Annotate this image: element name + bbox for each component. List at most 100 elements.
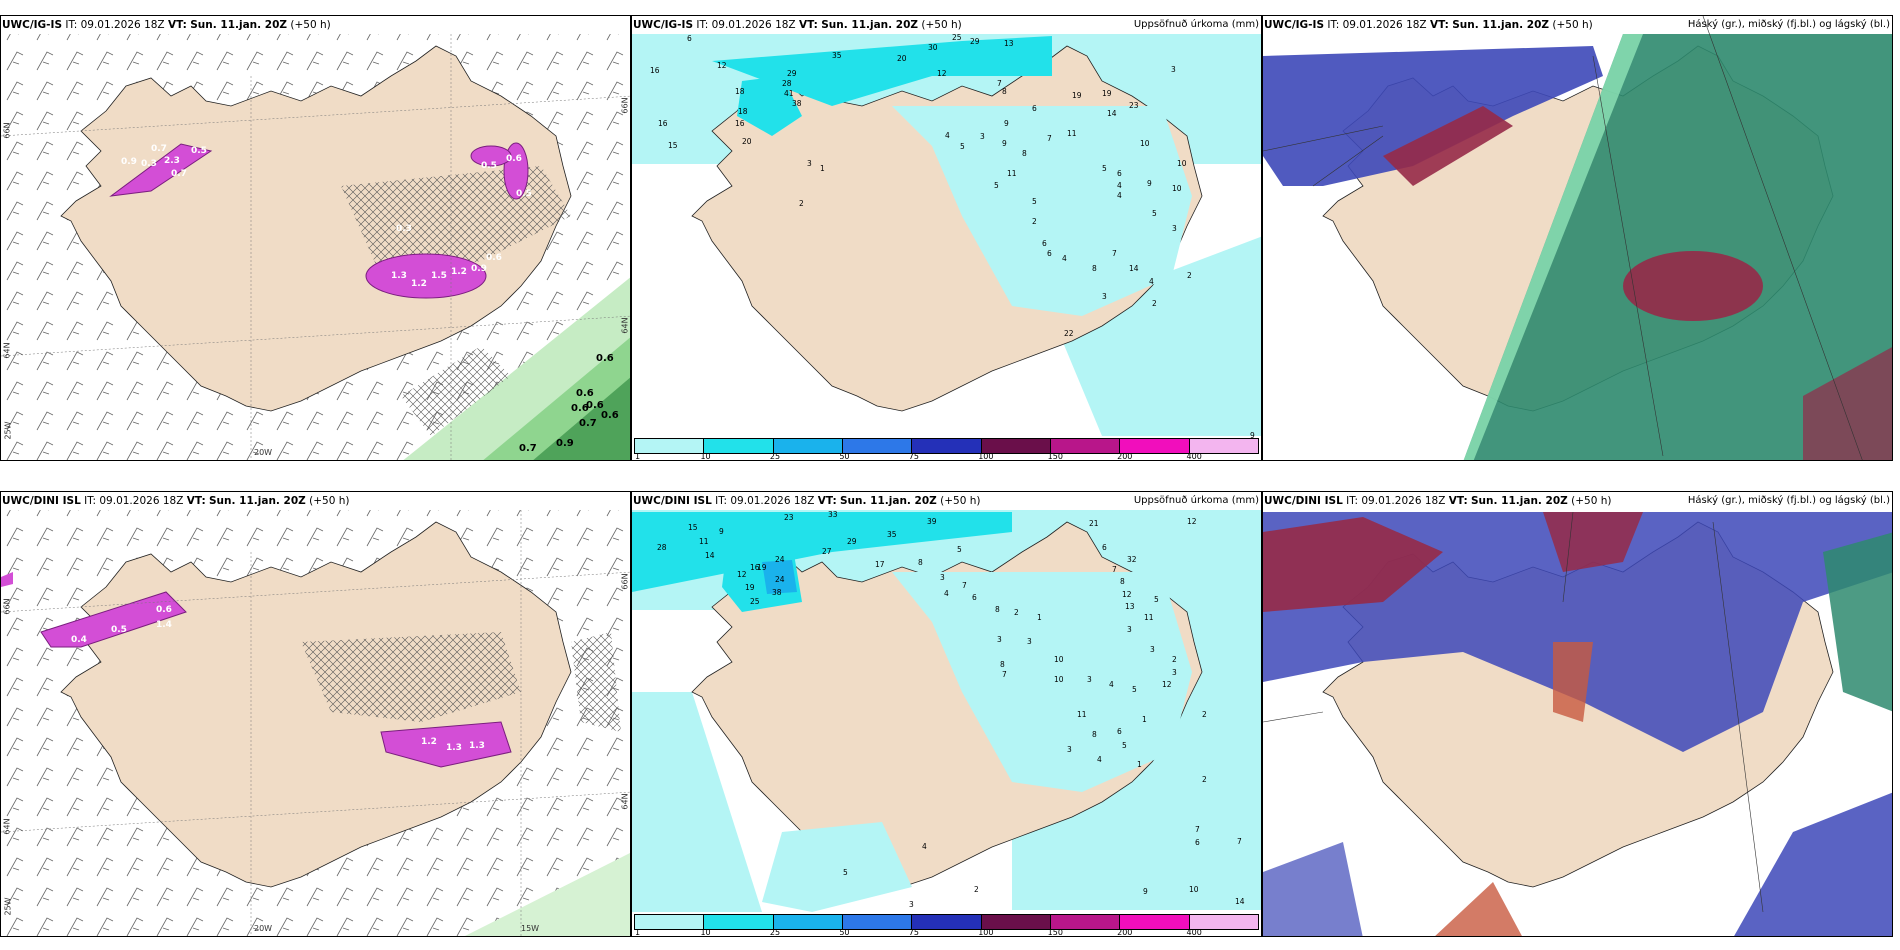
precip-label: 21 xyxy=(1089,519,1099,528)
snow-label: 0.5 xyxy=(481,161,497,171)
precip-label: 6 xyxy=(687,34,692,43)
panel-header: UWC/IG-IS IT: 09.01.2026 18Z VT: Sun. 11… xyxy=(1,16,630,34)
precip-label: 17 xyxy=(875,560,885,569)
snow-label: 1.2 xyxy=(421,737,437,747)
panel-header: UWC/IG-IS IT: 09.01.2026 18Z VT: Sun. 11… xyxy=(632,16,1261,34)
precip-label: 6 xyxy=(1117,169,1122,178)
snow-label: 1.2 xyxy=(411,279,427,289)
precip-label: 19 xyxy=(757,563,767,572)
snow-label: 0.9 xyxy=(471,264,487,274)
precip-label: 4 xyxy=(1117,181,1122,190)
precip-label: 3 xyxy=(1172,668,1177,677)
precip-label: 10 xyxy=(1054,675,1064,684)
precip-label: 4 xyxy=(1109,680,1114,689)
model-name: UWC/DINI ISL xyxy=(2,495,81,507)
precip-label: 18 xyxy=(735,87,745,96)
lon-label: 20W xyxy=(254,448,273,457)
precip-label: 4 xyxy=(1062,254,1067,263)
colorbar-tick: 10 xyxy=(700,928,711,937)
lead-time: (+50 h) xyxy=(921,19,962,31)
precip-label: 12 xyxy=(1162,680,1172,689)
precip-label: 3 xyxy=(909,900,914,909)
panel-title: Háský (gr.), miðský (fj.bl.) og lágský (… xyxy=(1687,495,1890,506)
map-svg: 15 23 33 39 9 28 11 29 35 14 16 24 27 17… xyxy=(632,510,1261,912)
map-svg: 0.6 1.4 0.5 0.4 1.3 1.3 1.2 xyxy=(1,510,630,936)
precip-label: 3 xyxy=(997,635,1002,644)
snow-label: 1.4 xyxy=(156,620,172,630)
precip-label: 32 xyxy=(1127,555,1137,564)
precip-label: 16 xyxy=(735,119,745,128)
colorbar-tick: 400 xyxy=(1186,928,1202,937)
precip-label: 16 xyxy=(750,563,760,572)
map-svg: 6 25 29 13 35 20 30 16 12 12 16 18 29 28… xyxy=(632,33,1261,440)
valid-time: Sun. 11.jan. 20Z xyxy=(840,495,937,507)
model-name: UWC/DINI ISL xyxy=(633,495,712,507)
wind-snow-panel-1: UWC/IG-IS IT: 09.01.2026 18Z VT: Sun. 11… xyxy=(0,15,631,461)
colorbar-cell xyxy=(842,915,913,929)
precip-label: 2 xyxy=(799,199,804,208)
precip-label: 6 xyxy=(1195,838,1200,847)
precip-label: 12 xyxy=(717,61,727,70)
rain-label: 0.7 xyxy=(519,443,537,454)
precip-label: 4 xyxy=(1149,277,1154,286)
snow-label: 0.5 xyxy=(191,146,207,156)
precip-label: 19 xyxy=(1102,89,1112,98)
snow-label: 0.6 xyxy=(156,605,172,615)
precip-label: 7 xyxy=(997,79,1002,88)
precip-label: 2 xyxy=(1187,271,1192,280)
colorbar-tick: 1 xyxy=(635,452,641,461)
precip-label: 1 xyxy=(1037,613,1042,622)
lon-label: 25W xyxy=(3,897,13,916)
precip-label: 6 xyxy=(1042,239,1047,248)
rain-label: 0.6 xyxy=(586,400,604,411)
precip-label: 14 xyxy=(1235,897,1245,906)
init-time: 09.01.2026 18Z xyxy=(711,19,796,31)
lead-time: (+50 h) xyxy=(940,495,981,507)
precip-label: 9 xyxy=(719,527,724,536)
colorbar-cell xyxy=(912,439,982,453)
precip-label: 5 xyxy=(960,142,965,151)
precip-label: 8 xyxy=(1092,730,1097,739)
precip-label: 15 xyxy=(668,141,678,150)
colorbar-tick: 150 xyxy=(1047,928,1063,937)
model-name: UWC/IG-IS xyxy=(633,19,694,31)
precip-label: 12 xyxy=(937,69,947,78)
precip-label: 12 xyxy=(1122,590,1132,599)
colorbar-tick: 200 xyxy=(1117,452,1133,461)
cloud-panel-1: UWC/IG-IS IT: 09.01.2026 18Z VT: Sun. 11… xyxy=(1262,15,1893,461)
colorbar-cell xyxy=(773,915,843,929)
precip-label: 10 xyxy=(1140,139,1150,148)
precip-colorbar: 1 10 25 50 75 100 150 200 400 xyxy=(632,434,1261,460)
lat-label: 64N xyxy=(620,317,630,334)
precip-label: 4 xyxy=(945,131,950,140)
precip-label: 14 xyxy=(705,551,715,560)
colorbar-cell xyxy=(981,915,1051,929)
init-time-label: IT: xyxy=(1346,495,1359,507)
panel-header: UWC/DINI ISL IT: 09.01.2026 18Z VT: Sun.… xyxy=(1,492,630,510)
panel-header: UWC/DINI ISL IT: 09.01.2026 18Z VT: Sun.… xyxy=(1263,492,1892,510)
precip-label: 8 xyxy=(1120,577,1125,586)
snow-label: 0.4 xyxy=(71,635,87,645)
precip-label: 4 xyxy=(1117,191,1122,200)
precip-label: 1 xyxy=(1137,760,1142,769)
snow-label: 0.6 xyxy=(506,154,522,164)
precip-label: 13 xyxy=(1004,39,1014,48)
init-time: 09.01.2026 18Z xyxy=(1361,495,1446,507)
precip-label: 23 xyxy=(784,513,794,522)
precip-label: 5 xyxy=(1132,685,1137,694)
precip-label: 5 xyxy=(1122,741,1127,750)
precip-label: 3 xyxy=(807,159,812,168)
lon-label: 20W xyxy=(254,924,273,933)
valid-time: Sun. 11.jan. 20Z xyxy=(1452,19,1550,31)
colorbar-cell xyxy=(1050,915,1121,929)
precip-label: 9 xyxy=(1143,887,1148,896)
snow-label: 0.6 xyxy=(486,253,502,263)
precip-label: 2 xyxy=(1152,299,1157,308)
init-time-label: IT: xyxy=(715,495,728,507)
colorbar-cell xyxy=(912,915,982,929)
precip-label: 11 xyxy=(1144,613,1154,622)
valid-time: Sun. 11.jan. 20Z xyxy=(821,19,919,31)
precip-label: 3 xyxy=(1150,645,1155,654)
rain-label: 0.6 xyxy=(576,388,594,399)
colorbar-tick: 50 xyxy=(839,452,850,461)
